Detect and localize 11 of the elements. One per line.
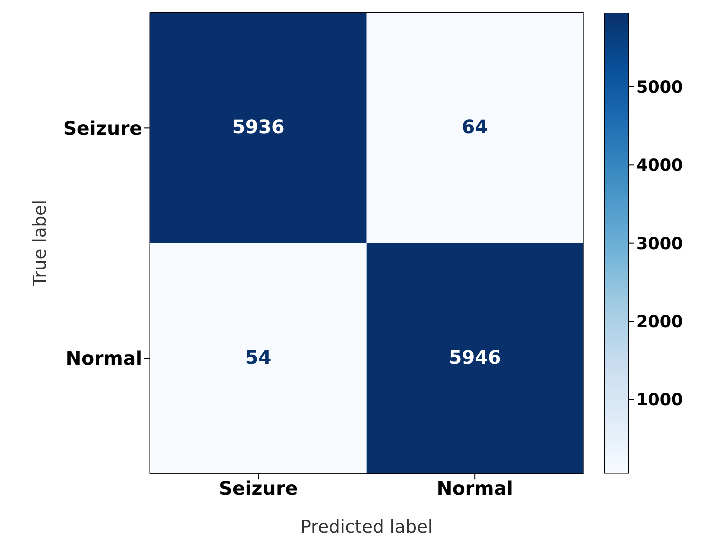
x-axis-title: Predicted label [300, 516, 433, 538]
color-bar-label: 4000 [636, 155, 684, 176]
color-bar-label: 3000 [636, 233, 684, 254]
data-label: 64 [462, 118, 488, 139]
color-bar-label: 5000 [636, 76, 684, 97]
data-label: 5936 [232, 118, 285, 139]
y-axis-title: True label [30, 200, 51, 288]
color-bar-label: 1000 [636, 390, 684, 410]
data-label: 54 [246, 348, 272, 370]
data-label: 5946 [448, 348, 502, 370]
color-bar-label: 2000 [636, 312, 684, 332]
